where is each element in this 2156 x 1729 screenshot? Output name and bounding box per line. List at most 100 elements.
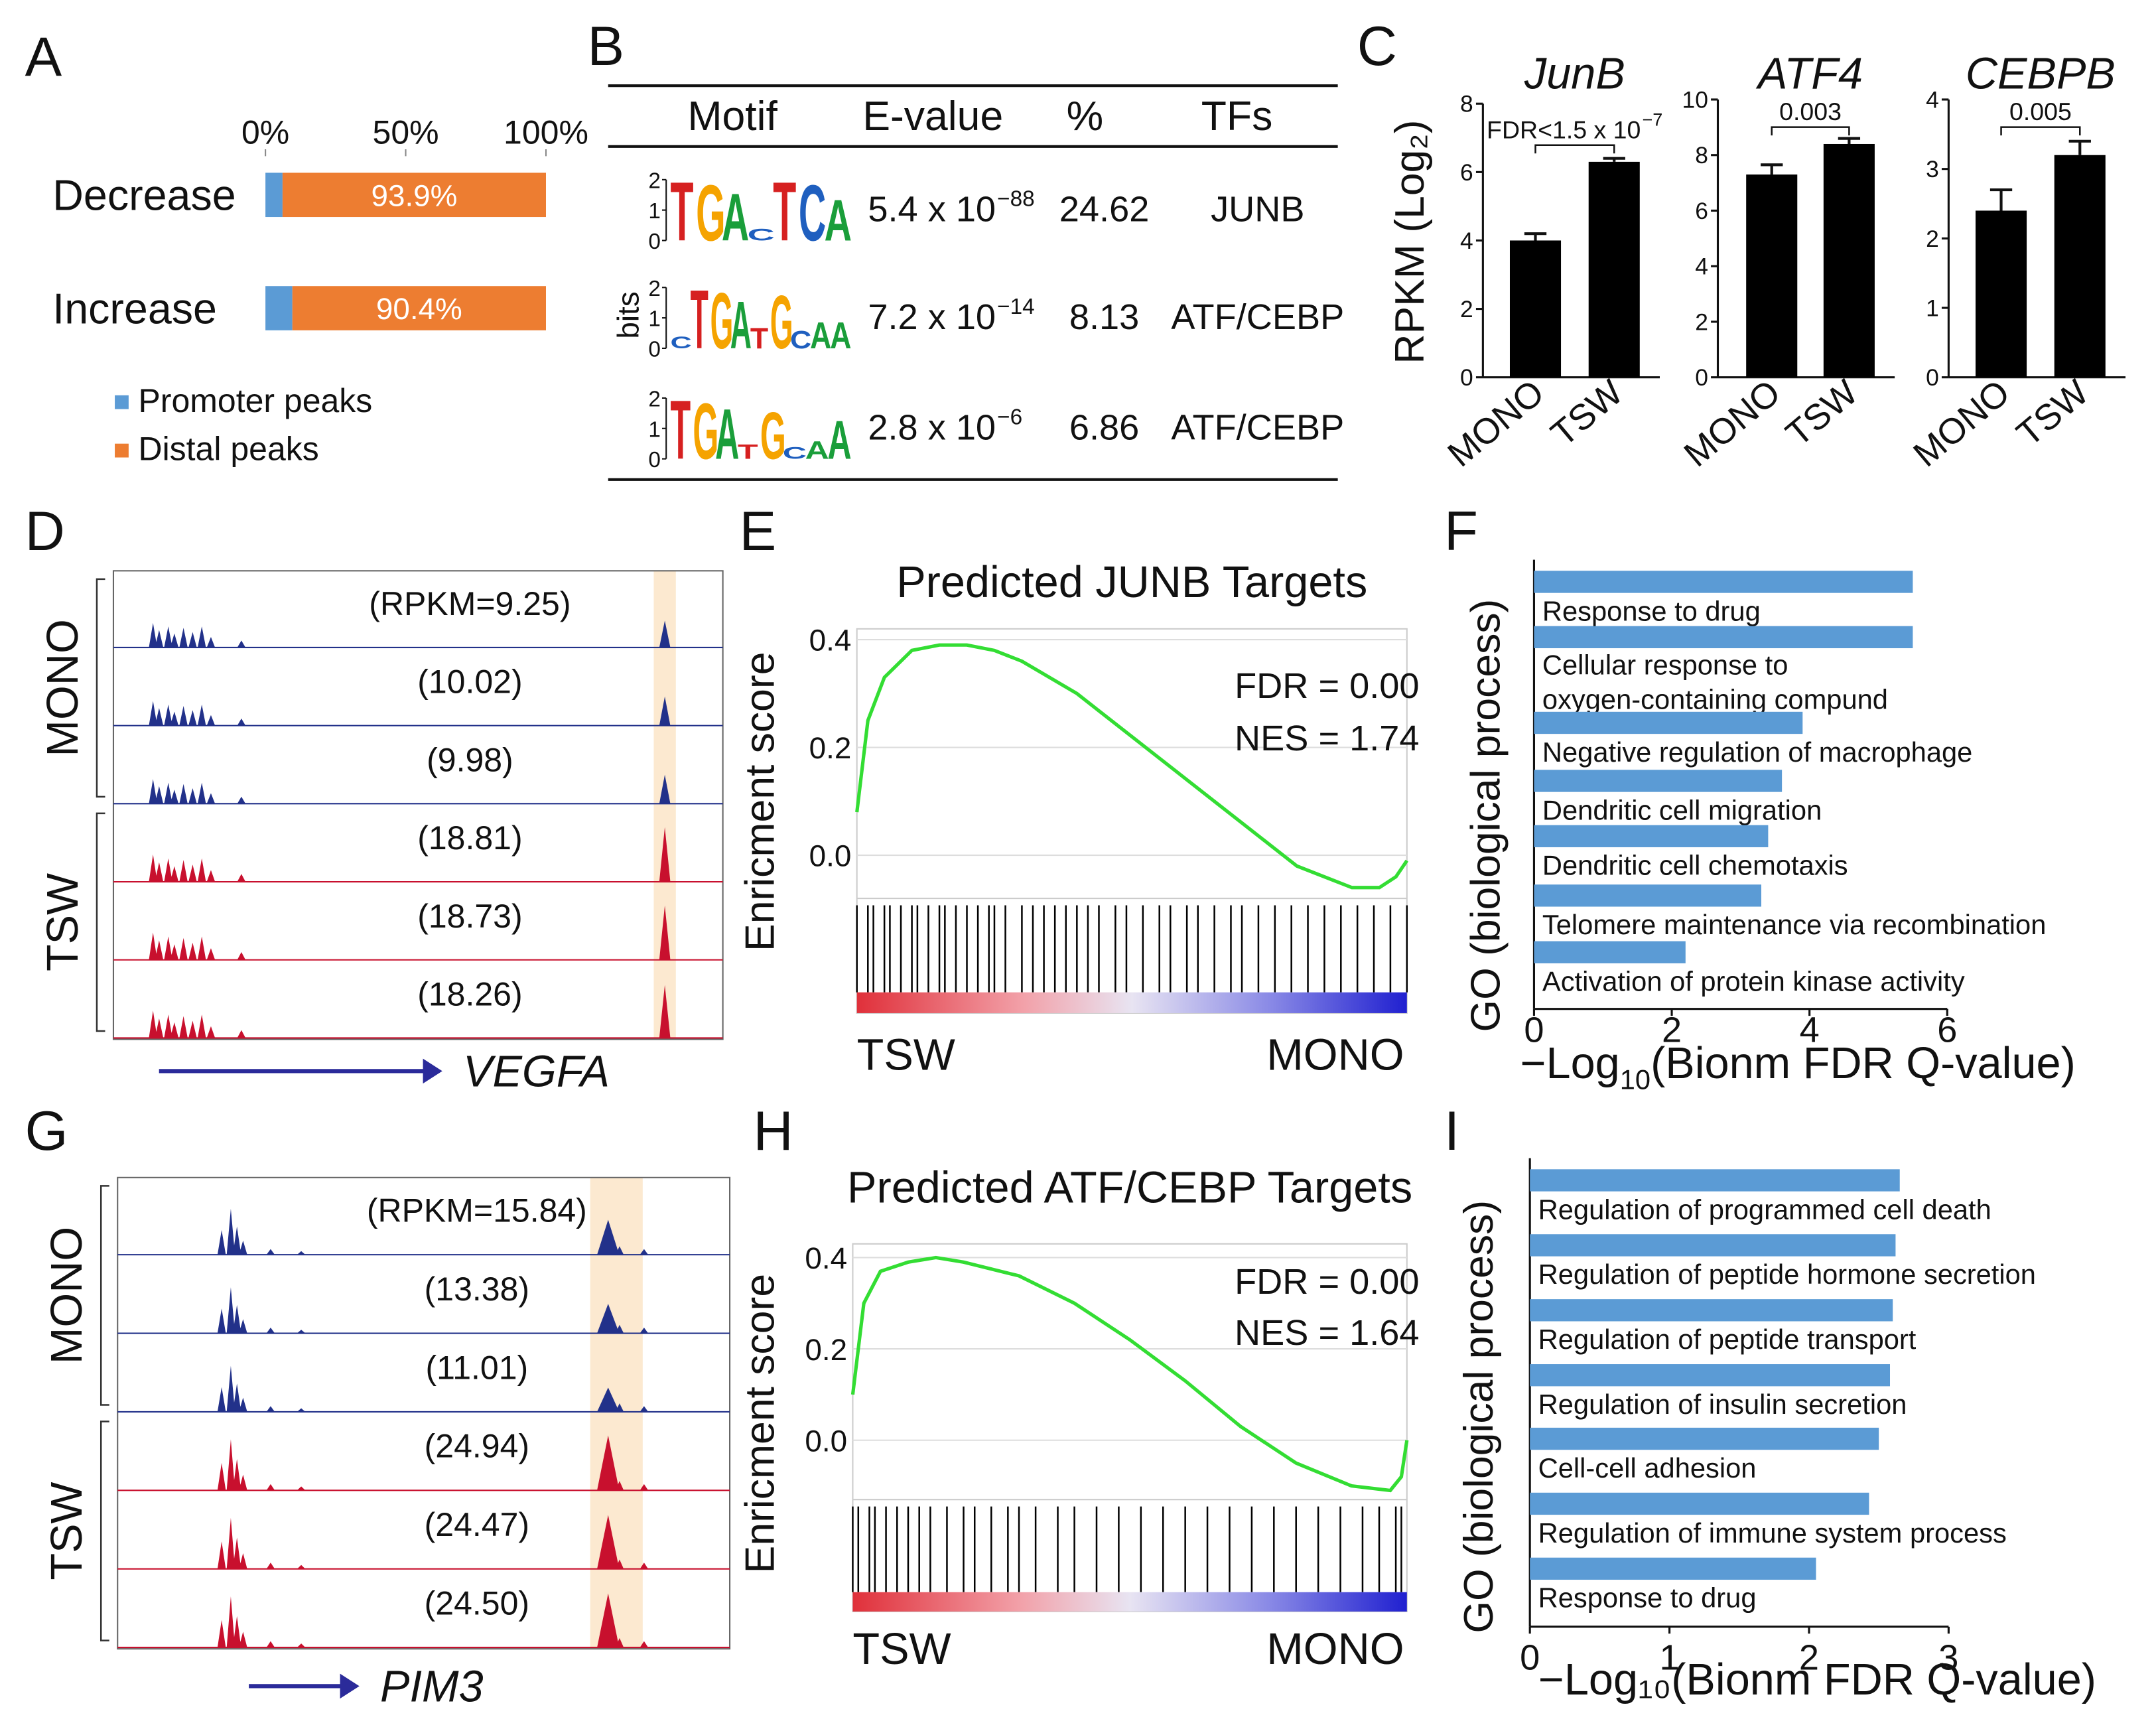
x-tick-label: MONO	[1676, 372, 1788, 474]
plot-frame	[852, 1243, 1408, 1612]
highlight	[653, 571, 676, 1040]
logo-letter: T	[738, 440, 758, 463]
rpkm-label: (24.47)	[425, 1506, 529, 1543]
logo-tick-label: 0	[648, 448, 661, 472]
tf-name: JUNB	[1211, 189, 1304, 229]
category-label: Dendritic cell migration	[1542, 794, 1822, 825]
peak	[597, 1515, 620, 1569]
logo-tick-label: 2	[648, 277, 661, 301]
rpkm-label: (24.50)	[425, 1584, 529, 1622]
bar	[2054, 155, 2106, 378]
panel-letter: H	[753, 1100, 793, 1162]
logo-letter: C	[790, 326, 811, 354]
bar-segment	[292, 286, 546, 330]
chart-title: Predicted JUNB Targets	[896, 558, 1367, 607]
percent: 6.86	[1069, 407, 1139, 447]
highlight	[590, 1177, 643, 1649]
group-bracket	[100, 1185, 109, 1406]
x-tick-label: 50%	[373, 114, 439, 151]
logo-tick-label: 2	[648, 387, 661, 411]
panel-letter: C	[1357, 15, 1397, 77]
rpkm-label: (11.01)	[426, 1349, 529, 1386]
peak	[659, 827, 671, 882]
annotation: 0.003	[1779, 98, 1842, 125]
category-label: Cellular response to	[1542, 650, 1788, 681]
annotation: FDR = 0.00	[1235, 666, 1419, 706]
category-label: Telomere maintenance via recombination	[1542, 909, 2046, 940]
y-tick-label: 0.0	[805, 1424, 847, 1458]
x-tick-label: 2	[1662, 1010, 1682, 1050]
logo-letter: T	[670, 384, 691, 478]
column-header: Motif	[688, 93, 778, 139]
x-label-right: MONO	[1266, 1030, 1404, 1079]
x-tick-label: 6	[1937, 1010, 1957, 1050]
plot-frame	[856, 628, 1408, 1014]
bar	[1534, 626, 1913, 648]
logo-letter: A	[730, 287, 752, 363]
track-frame	[112, 570, 724, 1040]
gene-name: VEGFA	[463, 1047, 610, 1096]
panel-letter: I	[1444, 1100, 1459, 1162]
bar-segment	[265, 173, 283, 218]
logo-letter: C	[670, 333, 691, 352]
bar	[1534, 825, 1769, 847]
category-label: Regulation of peptide transport	[1538, 1324, 1917, 1355]
peak	[597, 1435, 620, 1491]
category-label: Decrease	[52, 172, 236, 220]
bar	[1534, 571, 1913, 593]
value-label: 90.4%	[376, 292, 462, 326]
category-label: Dendritic cell chemotaxis	[1542, 850, 1848, 881]
chart-title: JunB	[1524, 49, 1625, 98]
peak	[597, 1304, 620, 1334]
y-tick-label: 2	[1926, 226, 1939, 252]
logo-letter: C	[748, 226, 775, 244]
y-tick-label: 0.4	[805, 1241, 847, 1275]
category-label: Regulation of immune system process	[1538, 1517, 2007, 1549]
bar	[1530, 1427, 1879, 1450]
x-tick-label: 2	[1799, 1637, 1819, 1677]
category-label: Regulation of insulin secretion	[1538, 1389, 1907, 1420]
y-tick-label: 0.4	[809, 624, 852, 657]
y-tick-label: 4	[1695, 253, 1708, 280]
percent: 8.13	[1069, 297, 1139, 337]
peak	[659, 905, 671, 960]
panel-letter: B	[587, 15, 624, 77]
signal	[149, 1010, 246, 1038]
gene-arrow-head	[423, 1058, 442, 1084]
signal	[149, 932, 246, 960]
bar	[1509, 240, 1562, 378]
percent: 24.62	[1059, 189, 1150, 229]
logo-letter: T	[773, 165, 796, 259]
y-tick-label: 0	[1926, 364, 1939, 391]
logo-letter: T	[691, 273, 708, 367]
logo-letter: A	[722, 181, 749, 255]
category-label: Cell-cell adhesion	[1538, 1452, 1757, 1484]
logo-letter: C	[799, 169, 826, 257]
logo-tick-label: 1	[648, 199, 661, 224]
bar	[1534, 711, 1803, 734]
signal	[149, 779, 246, 804]
y-tick-label: 6	[1460, 159, 1473, 186]
signal	[149, 854, 246, 882]
x-tick-label: 0	[1520, 1637, 1540, 1677]
logo-axis-label: bits	[612, 291, 645, 338]
logo-letter: G	[770, 281, 793, 365]
logo-letter: C	[783, 444, 807, 462]
bar	[1530, 1557, 1816, 1580]
chart-title: CEBPB	[1966, 49, 2116, 98]
bar	[1588, 161, 1640, 378]
y-tick-label: 3	[1926, 156, 1939, 182]
rpkm-label: (9.98)	[427, 741, 513, 778]
y-tick-label: 4	[1926, 86, 1939, 113]
annotation: FDR<1.5 x 10	[1487, 115, 1641, 143]
legend-swatch	[115, 395, 129, 409]
es-curve	[850, 1255, 1409, 1493]
y-tick-label: 0	[1460, 364, 1473, 391]
peak	[659, 620, 671, 648]
logo-letter: A	[830, 314, 851, 356]
x-tick-label: 1	[1660, 1637, 1680, 1677]
logo-letter: G	[693, 387, 718, 476]
y-tick-label: 8	[1695, 142, 1708, 169]
bar	[1823, 143, 1875, 378]
y-tick-label: 0.2	[805, 1333, 847, 1367]
